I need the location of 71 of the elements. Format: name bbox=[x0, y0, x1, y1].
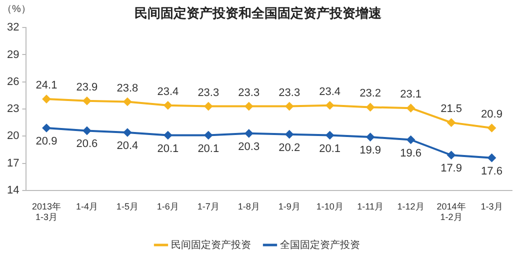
data-label: 20.3 bbox=[238, 140, 260, 153]
x-tick-label: 1-6月 bbox=[156, 201, 179, 212]
data-label: 24.1 bbox=[36, 80, 58, 92]
point bbox=[164, 131, 172, 140]
y-tick-label: 20 bbox=[6, 130, 20, 142]
point bbox=[447, 118, 456, 127]
data-label: 23.4 bbox=[319, 86, 341, 98]
point bbox=[244, 129, 253, 138]
data-label: 23.3 bbox=[278, 86, 300, 99]
point bbox=[406, 136, 415, 144]
data-label: 19.6 bbox=[400, 147, 422, 160]
chart-title: 民间固定资产投资和全国固定资产投资增速 bbox=[134, 5, 382, 20]
data-label: 19.9 bbox=[360, 144, 382, 157]
point bbox=[447, 151, 456, 160]
data-label: 23.1 bbox=[400, 88, 422, 101]
x-tick-label: 1-11月 bbox=[357, 201, 384, 212]
point bbox=[244, 102, 253, 110]
point bbox=[42, 95, 50, 104]
y-tick-label: 14 bbox=[6, 184, 20, 196]
point bbox=[123, 98, 132, 106]
point bbox=[488, 154, 496, 162]
point bbox=[164, 101, 172, 110]
y-tick-label: 26 bbox=[6, 76, 20, 88]
data-label: 23.8 bbox=[116, 82, 138, 94]
point bbox=[326, 101, 334, 110]
point bbox=[406, 104, 415, 112]
x-tick-label: 2013年 1-3月 bbox=[32, 201, 61, 222]
data-label: 23.3 bbox=[238, 86, 260, 99]
data-label: 20.1 bbox=[198, 142, 220, 155]
point bbox=[285, 102, 294, 110]
data-label: 21.5 bbox=[440, 103, 462, 116]
data-label: 20.9 bbox=[481, 108, 502, 121]
point bbox=[326, 131, 334, 140]
x-tick-label: 1-5月 bbox=[116, 201, 138, 212]
x-tick-label: 1-3月 bbox=[480, 201, 503, 212]
point bbox=[285, 130, 294, 138]
data-label: 17.9 bbox=[440, 162, 462, 175]
data-label: 20.4 bbox=[116, 140, 138, 152]
legend-label: 全国固定资产投资 bbox=[280, 238, 360, 251]
data-label: 20.1 bbox=[319, 142, 341, 155]
x-tick-label: 2014年 1-2月 bbox=[436, 201, 466, 222]
point bbox=[123, 128, 132, 137]
point bbox=[366, 133, 374, 142]
data-label: 23.2 bbox=[360, 88, 382, 100]
data-label: 23.3 bbox=[198, 86, 220, 99]
data-label: 20.1 bbox=[157, 142, 179, 155]
point bbox=[366, 103, 374, 112]
data-label: 20.2 bbox=[278, 142, 300, 154]
point bbox=[42, 124, 50, 132]
point bbox=[204, 102, 212, 110]
x-tick-label: 1-4月 bbox=[76, 201, 98, 212]
y-tick-label: 29 bbox=[6, 48, 20, 61]
x-tick-label: 1-10月 bbox=[316, 201, 344, 212]
data-label: 20.6 bbox=[76, 138, 98, 150]
y-tick-label: 32 bbox=[6, 22, 20, 34]
y-tick-label: 17 bbox=[6, 157, 20, 170]
x-tick-label: 1-12月 bbox=[397, 201, 424, 212]
point bbox=[488, 124, 496, 132]
data-label: 23.4 bbox=[157, 86, 179, 98]
point bbox=[82, 96, 91, 105]
data-label: 23.9 bbox=[76, 81, 98, 94]
y-axis-title: （%） bbox=[2, 4, 31, 15]
x-tick-label: 1-7月 bbox=[197, 201, 220, 212]
data-label: 17.6 bbox=[481, 165, 502, 178]
x-tick-label: 1-9月 bbox=[278, 201, 300, 212]
data-label: 20.9 bbox=[36, 136, 58, 148]
point bbox=[204, 131, 212, 140]
point bbox=[82, 126, 91, 135]
legend-label: 民间固定资产投资 bbox=[171, 238, 251, 251]
x-tick-label: 1-8月 bbox=[238, 201, 260, 212]
y-tick-label: 23 bbox=[6, 103, 20, 116]
